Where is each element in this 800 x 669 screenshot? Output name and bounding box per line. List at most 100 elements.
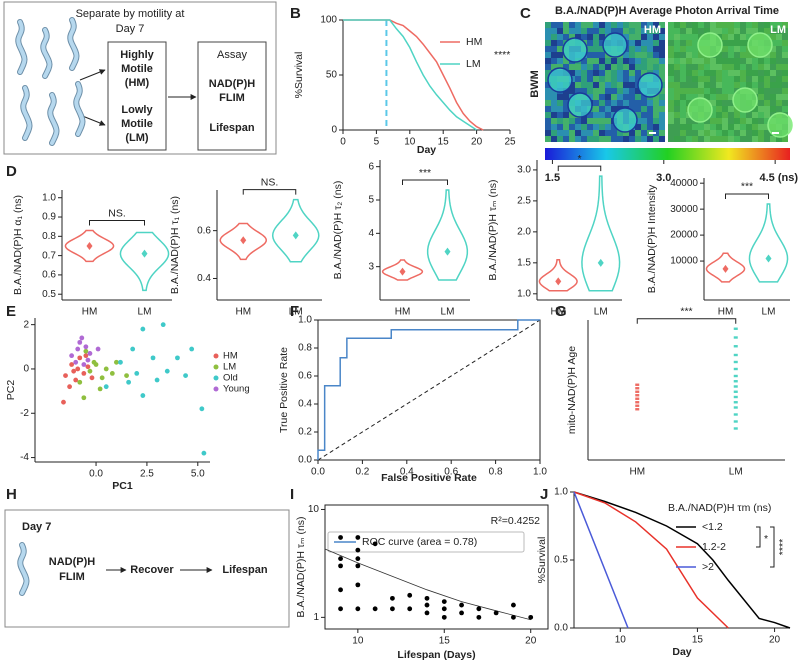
image-pixel (641, 64, 647, 70)
step: NAD(P)H (49, 556, 95, 568)
image-pixel (734, 28, 740, 34)
image-pixel (545, 136, 551, 142)
image-pixel (692, 22, 698, 28)
point (77, 355, 83, 361)
legend-marker (213, 386, 219, 392)
point (733, 345, 738, 348)
image-pixel (764, 124, 770, 130)
image-pixel (728, 94, 734, 100)
image-pixel (734, 130, 740, 136)
violin (64, 229, 115, 263)
y-tick-label: 0.6 (42, 270, 56, 281)
cell (612, 107, 638, 133)
image-pixel (704, 70, 710, 76)
legend-title: B.A./NAD(P)H τm (ns) (668, 502, 771, 514)
image-pixel (704, 94, 710, 100)
image-pixel (782, 64, 788, 70)
point (441, 614, 447, 620)
x-tick-label: 20 (471, 137, 483, 148)
image-pixel (563, 64, 569, 70)
image-pixel (557, 22, 563, 28)
image-pixel (599, 100, 605, 106)
point (511, 602, 516, 608)
image-pixel (686, 118, 692, 124)
image-pixel (692, 40, 698, 46)
survival-line (343, 19, 484, 131)
image-pixel (710, 70, 716, 76)
image-pixel (722, 52, 728, 58)
image-pixel (734, 22, 740, 28)
image-pixel (770, 88, 776, 94)
y-tick-label: 5 (368, 195, 374, 206)
point (635, 394, 640, 397)
image-pixel (686, 22, 692, 28)
image-pixel (593, 124, 599, 130)
image-pixel (593, 28, 599, 34)
image-pixel (668, 118, 674, 124)
image-pixel (545, 118, 551, 124)
image-pixel (758, 58, 764, 64)
image-pixel (581, 82, 587, 88)
image-pixel (734, 136, 740, 142)
image-pixel (545, 28, 551, 34)
point (77, 339, 83, 345)
point (89, 375, 95, 381)
image-pixel (647, 40, 653, 46)
image-pixel (674, 136, 680, 142)
point (124, 373, 129, 378)
image-pixel (728, 64, 734, 70)
image-pixel (647, 124, 653, 130)
image-pixel (617, 70, 623, 76)
x-tick-label: 25 (504, 137, 516, 148)
image-pixel (728, 58, 734, 64)
image-pixel (629, 136, 635, 142)
point (91, 359, 97, 365)
point (372, 541, 378, 547)
assay-item: FLIM (219, 92, 245, 104)
point (338, 556, 343, 562)
y-tick-label: 0.0 (554, 623, 568, 634)
survival-line (317, 319, 540, 460)
image-pixel (692, 70, 698, 76)
x-tick-label: 1.0 (533, 467, 547, 478)
image-pixel (716, 58, 722, 64)
image-pixel (716, 136, 722, 142)
image-pixel (710, 124, 716, 130)
cell (602, 32, 628, 58)
image-pixel (686, 94, 692, 100)
image-pixel (692, 46, 698, 52)
image-pixel (569, 34, 575, 40)
cell (547, 67, 573, 93)
image-pixel (710, 28, 716, 34)
image-pixel (611, 58, 617, 64)
image-pixel (764, 76, 770, 82)
image-pixel (722, 34, 728, 40)
image-pixel (716, 82, 722, 88)
image-pixel (551, 130, 557, 136)
image-pixel (674, 118, 680, 124)
image-pixel (722, 88, 728, 94)
image-pixel (740, 82, 746, 88)
image-pixel (623, 70, 629, 76)
image-pixel (734, 34, 740, 40)
image-pixel (674, 112, 680, 118)
image-pixel (680, 70, 686, 76)
image-pixel (782, 34, 788, 40)
image-pixel (557, 112, 563, 118)
y-tick-label: 3 (368, 261, 374, 272)
image-pixel (599, 118, 605, 124)
point (75, 346, 81, 352)
hm-label: Motile (121, 63, 153, 75)
mean-marker (555, 277, 562, 286)
image-pixel (692, 82, 698, 88)
image-pixel (587, 94, 593, 100)
y-axis-label: B.A./NAD(P)H τₘ (ns) (487, 179, 499, 280)
image-pixel (545, 88, 551, 94)
point (476, 614, 482, 620)
image-pixel (647, 118, 653, 124)
image-pixel (551, 40, 557, 46)
point (97, 386, 103, 392)
image-pixel (557, 64, 563, 70)
image-pixel (659, 64, 665, 70)
image-pixel (551, 124, 557, 130)
